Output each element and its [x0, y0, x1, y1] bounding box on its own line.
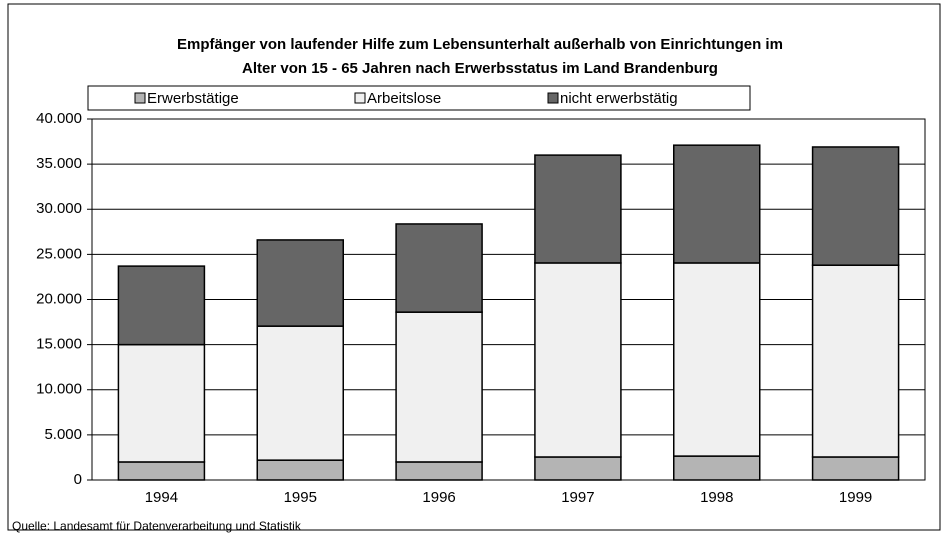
bar-segment — [256, 239, 344, 327]
y-tick-label: 35.000 — [36, 155, 82, 172]
bar-segment — [811, 264, 900, 458]
x-tick-label: 1995 — [284, 489, 317, 506]
y-tick-label: 40.000 — [36, 110, 82, 127]
x-tick-label: 1996 — [422, 489, 455, 506]
bar-segment — [811, 456, 900, 481]
y-tick-label: 15.000 — [36, 336, 82, 353]
bar-segment — [534, 154, 622, 264]
y-tick-label: 25.000 — [36, 245, 82, 262]
bar-segment — [117, 265, 206, 346]
legend-swatch — [134, 92, 146, 104]
legend-swatch — [354, 92, 366, 104]
legend-box — [87, 85, 751, 111]
legend-label: nicht erwerbstätig — [560, 90, 678, 107]
bar-segment — [811, 146, 900, 266]
x-tick-label: 1994 — [145, 489, 178, 506]
bar-segment — [673, 455, 761, 481]
bar-segment — [673, 262, 761, 457]
y-tick-label: 10.000 — [36, 381, 82, 398]
bar-segment — [117, 343, 206, 463]
y-tick-label: 30.000 — [36, 200, 82, 217]
bar-segment — [395, 461, 483, 481]
bar-segment — [395, 223, 483, 313]
y-tick-label: 5.000 — [44, 426, 82, 443]
y-tick-label: 20.000 — [36, 290, 82, 307]
bar-segment — [534, 262, 622, 458]
bar-segment — [673, 144, 761, 264]
bar-segment — [395, 311, 483, 463]
x-tick-label: 1999 — [839, 489, 872, 506]
chart-title: Alter von 15 - 65 Jahren nach Erwerbssta… — [242, 60, 718, 77]
bar-segment — [256, 459, 344, 481]
x-tick-label: 1998 — [700, 489, 733, 506]
source: Quelle: Landesamt für Datenverarbeitung … — [12, 519, 302, 533]
x-tick-label: 1997 — [561, 489, 594, 506]
bar-segment — [534, 456, 622, 481]
legend-label: Erwerbstätige — [147, 90, 239, 107]
bar-segment — [256, 325, 344, 461]
legend-label: Arbeitslose — [367, 90, 441, 107]
bar-segment — [117, 461, 206, 481]
chart-title: Empfänger von laufender Hilfe zum Lebens… — [177, 36, 783, 53]
legend-swatch — [547, 92, 559, 104]
y-tick-label: 0 — [74, 471, 82, 488]
